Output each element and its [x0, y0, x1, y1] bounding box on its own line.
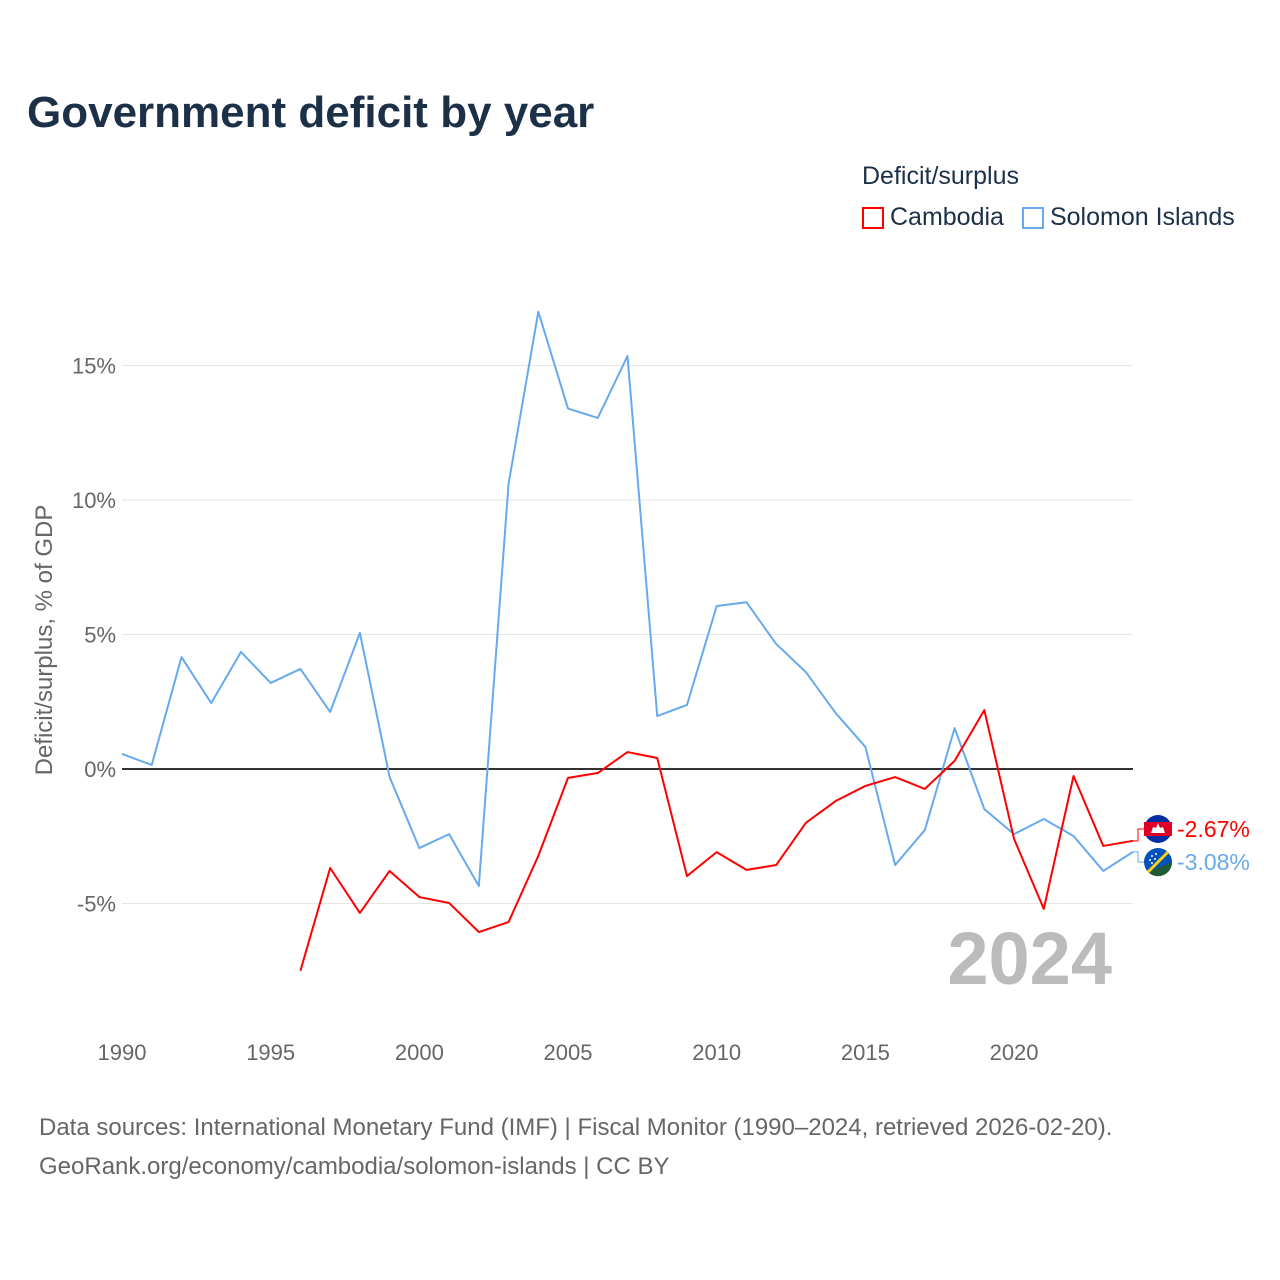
series-line-cambodia	[299, 709, 1134, 972]
legend-label: Cambodia	[890, 203, 1004, 231]
legend-label: Solomon Islands	[1049, 203, 1235, 231]
x-tick-label: 1995	[246, 1040, 295, 1065]
x-tick-label: 2005	[544, 1040, 593, 1065]
star-icon	[1154, 858, 1156, 860]
star-icon	[1151, 855, 1153, 857]
series-line-solomon-islands	[121, 310, 1134, 888]
y-tick-label: 0%	[84, 757, 116, 782]
x-tick-label: 1990	[98, 1040, 147, 1065]
x-tick-label: 2015	[841, 1040, 890, 1065]
end-value-label-cambodia: -2.67%	[1177, 816, 1250, 842]
legend-item-solomon-islands[interactable]: Solomon Islands	[1021, 203, 1235, 232]
legend-title: Deficit/surplus	[862, 162, 1019, 190]
x-tick-label: 2020	[990, 1040, 1039, 1065]
y-tick-label: -5%	[77, 892, 116, 917]
legend-swatch-cambodia	[862, 206, 884, 229]
source-url[interactable]: GeoRank.org/economy/cambodia/solomon-isl…	[39, 1153, 670, 1180]
star-icon	[1151, 862, 1153, 864]
end-value-label-solomon-islands: -3.08%	[1177, 849, 1250, 875]
solomon-flag-green	[1148, 862, 1173, 877]
end-connector	[1133, 851, 1145, 863]
end-connector	[1133, 828, 1145, 842]
x-tick-label: 2000	[395, 1040, 444, 1065]
x-tick-label: 2010	[692, 1040, 741, 1065]
y-tick-label: 5%	[84, 623, 116, 648]
angkor-wat-icon	[1151, 823, 1165, 833]
y-axis-label: Deficit/surplus, % of GDP	[31, 505, 58, 776]
star-icon	[1155, 853, 1157, 855]
legend: Deficit/surplus Cambodia Solomon Islands	[862, 162, 1235, 232]
y-tick-label: 15%	[72, 354, 116, 379]
star-icon	[1149, 859, 1151, 861]
legend-item-cambodia[interactable]: Cambodia	[862, 203, 1004, 232]
source-note: Data sources: International Monetary Fun…	[39, 1108, 1112, 1186]
y-tick-label: 10%	[72, 488, 116, 513]
solomon-flag-stripe	[1146, 850, 1170, 874]
chart-title: Government deficit by year	[27, 88, 595, 137]
legend-swatch-solomon-islands	[1021, 206, 1044, 229]
source-line: Data sources: International Monetary Fun…	[39, 1114, 1113, 1141]
year-watermark: 2024	[947, 917, 1112, 1000]
